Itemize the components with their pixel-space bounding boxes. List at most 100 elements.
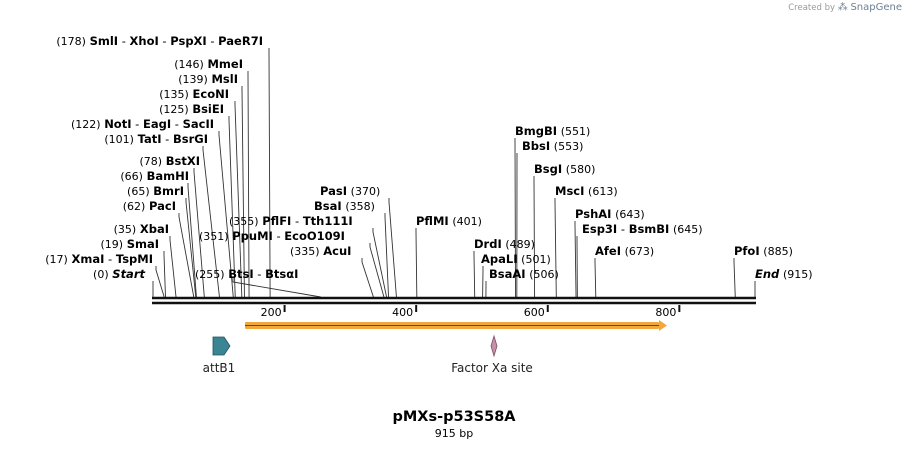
site-label[interactable]: (65) BmrI: [127, 184, 184, 198]
site-label[interactable]: (178) SmlI - XhoI - PspXI - PaeR7I: [56, 34, 263, 48]
site-label[interactable]: Esp3I - BsmBI (645): [582, 222, 703, 236]
cut-line: [733, 258, 736, 298]
site-separator: -: [159, 34, 170, 48]
enzyme-name: BsaAI: [489, 267, 526, 281]
site-label[interactable]: (78) BstXI: [139, 154, 200, 168]
cut-line: [554, 198, 557, 298]
cut-line: [185, 198, 197, 298]
enzyme-name: MscI: [555, 184, 584, 198]
enzyme-name: BtsI: [228, 267, 253, 281]
site-position: (17): [45, 253, 68, 266]
site-label[interactable]: MscI (613): [555, 184, 618, 198]
cut-line: [574, 221, 577, 298]
site-position: (580): [566, 163, 596, 176]
cut-line: [187, 183, 197, 298]
feature-label-factor-xa: Factor Xa site: [451, 361, 533, 375]
site-label[interactable]: AfeI (673): [595, 244, 654, 258]
site-label[interactable]: DrdI (489): [474, 237, 535, 251]
axis-tick-label: 800: [655, 306, 676, 319]
snapgene-logo-icon: ⁂: [837, 2, 848, 13]
site-label[interactable]: (255) BtsI - BtsαI: [195, 267, 298, 281]
site-label[interactable]: (146) MmeI: [174, 57, 243, 71]
orf-arrow[interactable]: [245, 320, 667, 331]
site-label[interactable]: (335) AcuI: [290, 244, 351, 258]
site-label[interactable]: End (915): [755, 267, 813, 281]
axis-ticks: 200 400 600 800: [261, 305, 681, 319]
plasmid-length: 915 bp: [434, 427, 474, 440]
site-position: (65): [127, 185, 150, 198]
site-position: (0): [93, 268, 109, 281]
site-position: (125): [159, 103, 189, 116]
enzyme-name: PpuMI: [232, 229, 273, 243]
enzyme-name: TspMI: [116, 252, 153, 266]
enzyme-name: PshAI: [575, 207, 611, 221]
enzyme-name: PfoI: [734, 244, 760, 258]
site-label[interactable]: (135) EcoNI: [159, 87, 229, 101]
site-label[interactable]: (66) BamHI: [120, 169, 189, 183]
site-label[interactable]: BmgBI (551): [515, 124, 590, 138]
cut-line: [369, 243, 385, 298]
enzyme-name: Start: [112, 267, 145, 281]
site-position: (146): [174, 58, 204, 71]
cut-line: [594, 258, 597, 298]
enzyme-name: NotI: [104, 117, 131, 131]
site-label[interactable]: (139) MslI: [178, 72, 238, 86]
site-label[interactable]: BsgI (580): [534, 162, 595, 176]
site-label[interactable]: BsaI (358): [314, 199, 375, 213]
feature-attb1[interactable]: [212, 336, 231, 356]
site-label[interactable]: PshAI (643): [575, 207, 645, 221]
cut-line: [228, 116, 236, 298]
cut-line: [193, 168, 205, 298]
enzyme-name: EcoNI: [193, 87, 229, 101]
cut-line: [388, 198, 397, 298]
cut-line: [218, 131, 234, 298]
enzyme-name: MmeI: [207, 57, 243, 71]
enzyme-name: MslI: [211, 72, 238, 86]
site-separator: -: [617, 222, 628, 236]
enzyme-name: PacI: [149, 199, 176, 213]
site-label[interactable]: PfoI (885): [734, 244, 793, 258]
enzyme-name: SmlI: [90, 34, 119, 48]
axis-tick-label: 200: [261, 306, 282, 319]
site-position: (139): [178, 73, 208, 86]
site-label[interactable]: PflMI (401): [416, 214, 482, 228]
site-separator: -: [273, 229, 284, 243]
site-label[interactable]: (35) XbaI: [114, 222, 169, 236]
site-label[interactable]: ApaLI (501): [481, 252, 551, 266]
site-label[interactable]: PasI (370): [320, 184, 380, 198]
cut-line: [234, 101, 243, 298]
enzyme-name: BtsαI: [265, 267, 298, 281]
enzyme-name: AfeI: [595, 244, 621, 258]
site-position: (358): [345, 200, 375, 213]
site-position: (401): [452, 215, 482, 228]
enzyme-name: DrdI: [474, 237, 502, 251]
site-position: (255): [195, 268, 225, 281]
credit-brand: SnapGene: [850, 2, 902, 13]
site-separator: -: [291, 214, 302, 228]
site-label[interactable]: BsaAI (506): [489, 267, 559, 281]
credit-prefix: Created by: [788, 3, 836, 13]
site-labels: (178) SmlI - XhoI - PspXI - PaeR7I (146) …: [45, 34, 812, 281]
site-label[interactable]: BbsI (553): [522, 139, 583, 153]
site-label[interactable]: (125) BsiEI: [159, 102, 224, 116]
cut-line: [372, 228, 388, 298]
site-separator: -: [104, 252, 115, 266]
site-label[interactable]: (0) Start: [93, 267, 145, 281]
site-label[interactable]: (62) PacI: [123, 199, 176, 213]
site-label[interactable]: (355) PflFI - Tth111I: [229, 214, 353, 228]
site-label[interactable]: (351) PpuMI - EcoO109I: [199, 229, 345, 243]
cut-line: [241, 86, 245, 298]
cut-line: [514, 138, 516, 298]
site-label[interactable]: (101) TatI - BsrGI: [104, 132, 208, 146]
site-label[interactable]: (122) NotI - EagI - SacII: [71, 117, 214, 131]
site-position: (35): [114, 223, 137, 236]
site-position: (673): [625, 245, 655, 258]
feature-factor-xa[interactable]: [490, 334, 498, 358]
site-position: (645): [673, 223, 703, 236]
site-label[interactable]: (17) XmaI - TspMI: [45, 252, 153, 266]
site-separator: -: [162, 132, 173, 146]
enzyme-name: BsgI: [534, 162, 562, 176]
plasmid-name: pMXs-p53S58A: [392, 409, 516, 425]
site-label[interactable]: (19) SmaI: [100, 237, 159, 251]
site-position: (66): [120, 170, 143, 183]
